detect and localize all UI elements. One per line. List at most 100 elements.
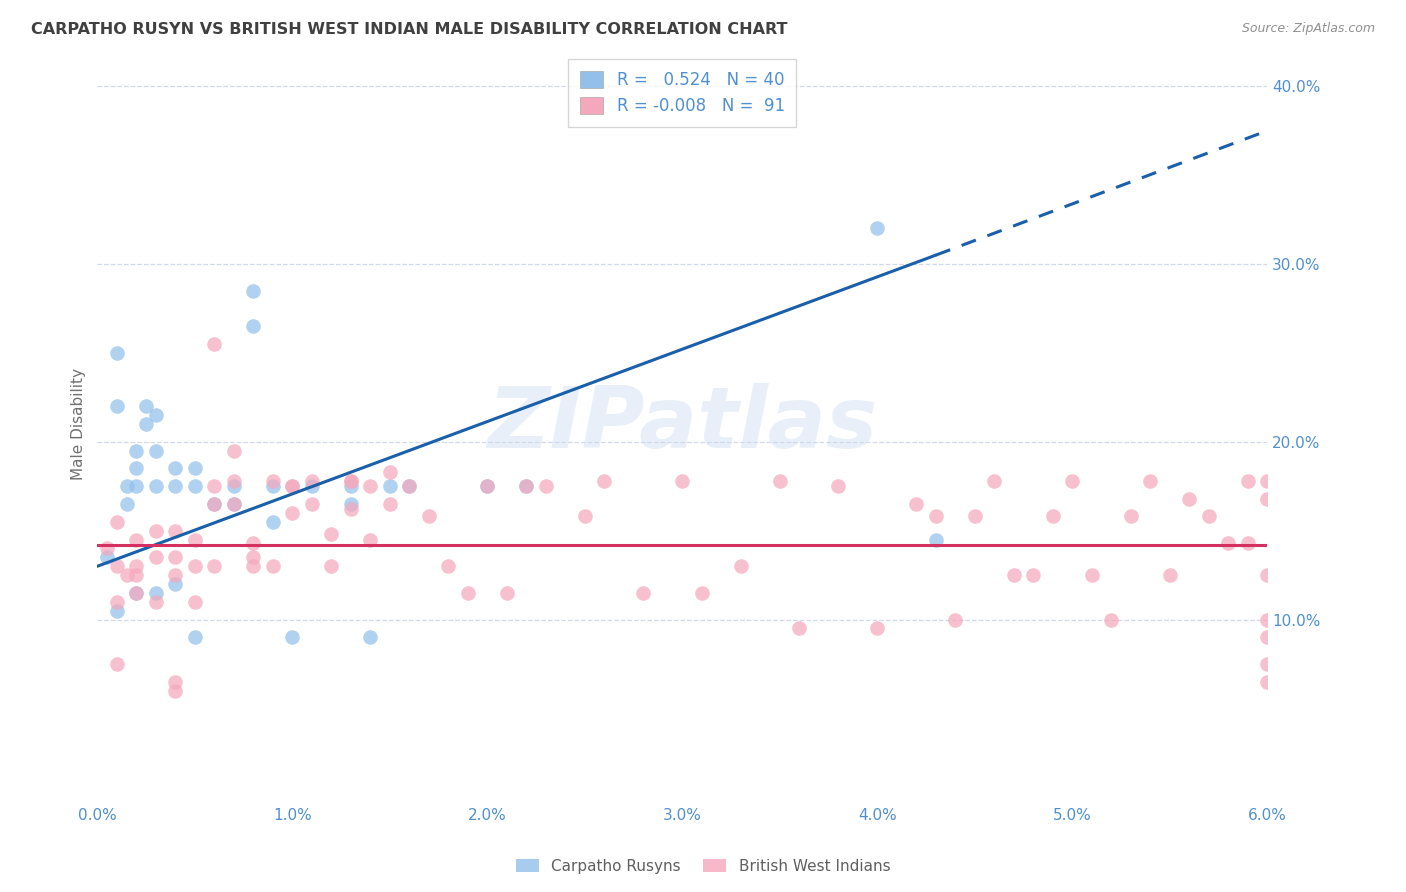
Point [125,586,148,600]
Point [96,541,118,556]
Point [671,474,693,488]
Point [1237,536,1260,550]
Point [242,536,264,550]
Point [534,479,557,493]
Point [359,631,381,645]
Point [105,559,128,574]
Point [184,631,207,645]
Point [165,461,187,475]
Point [925,509,948,524]
Point [340,474,363,488]
Point [145,550,167,565]
Point [145,443,167,458]
Point [690,586,713,600]
Point [1256,491,1278,506]
Point [184,533,207,547]
Point [378,465,401,479]
Point [115,497,138,511]
Point [359,479,381,493]
Point [135,399,157,413]
Point [593,474,616,488]
Point [165,479,187,493]
Point [202,559,225,574]
Point [789,622,811,636]
Point [457,586,479,600]
Point [963,509,986,524]
Point [1022,568,1045,582]
Point [769,474,792,488]
Point [105,399,128,413]
Point [301,497,323,511]
Point [105,595,128,609]
Point [184,559,207,574]
Point [515,479,537,493]
Point [242,559,264,574]
Point [477,479,499,493]
Point [1178,491,1201,506]
Point [398,479,420,493]
Point [222,497,245,511]
Point [1062,474,1084,488]
Point [340,497,363,511]
Point [1042,509,1064,524]
Point [925,533,948,547]
Point [262,515,284,529]
Point [125,533,148,547]
Point [321,527,343,541]
Point [105,657,128,671]
Point [1002,568,1025,582]
Point [281,479,304,493]
Point [418,509,440,524]
Point [125,568,148,582]
Point [340,474,363,488]
Point [115,568,138,582]
Point [262,559,284,574]
Point [321,559,343,574]
Point [135,417,157,431]
Point [943,613,966,627]
Point [125,443,148,458]
Point [1256,613,1278,627]
Point [1256,657,1278,671]
Point [437,559,460,574]
Point [165,577,187,591]
Point [262,479,284,493]
Point [574,509,596,524]
Point [983,474,1005,488]
Point [1198,509,1220,524]
Point [281,479,304,493]
Point [145,408,167,422]
Point [1256,568,1278,582]
Point [378,479,401,493]
Point [398,479,420,493]
Point [105,346,128,360]
Point [165,524,187,538]
Point [165,674,187,689]
Point [96,550,118,565]
Point [145,524,167,538]
Point [145,595,167,609]
Point [105,604,128,618]
Point [1256,674,1278,689]
Legend: Carpatho Rusyns, British West Indians: Carpatho Rusyns, British West Indians [509,853,897,880]
Point [165,683,187,698]
Point [378,497,401,511]
Point [222,443,245,458]
Point [866,622,889,636]
Point [359,533,381,547]
Point [202,497,225,511]
Point [477,479,499,493]
Point [340,479,363,493]
Point [827,479,849,493]
Point [515,479,537,493]
Point [105,515,128,529]
Point [145,479,167,493]
Point [281,631,304,645]
Point [184,479,207,493]
Point [125,479,148,493]
Point [1237,474,1260,488]
Point [301,474,323,488]
Point [184,461,207,475]
Point [222,479,245,493]
Text: CARPATHO RUSYN VS BRITISH WEST INDIAN MALE DISABILITY CORRELATION CHART: CARPATHO RUSYN VS BRITISH WEST INDIAN MA… [31,22,787,37]
